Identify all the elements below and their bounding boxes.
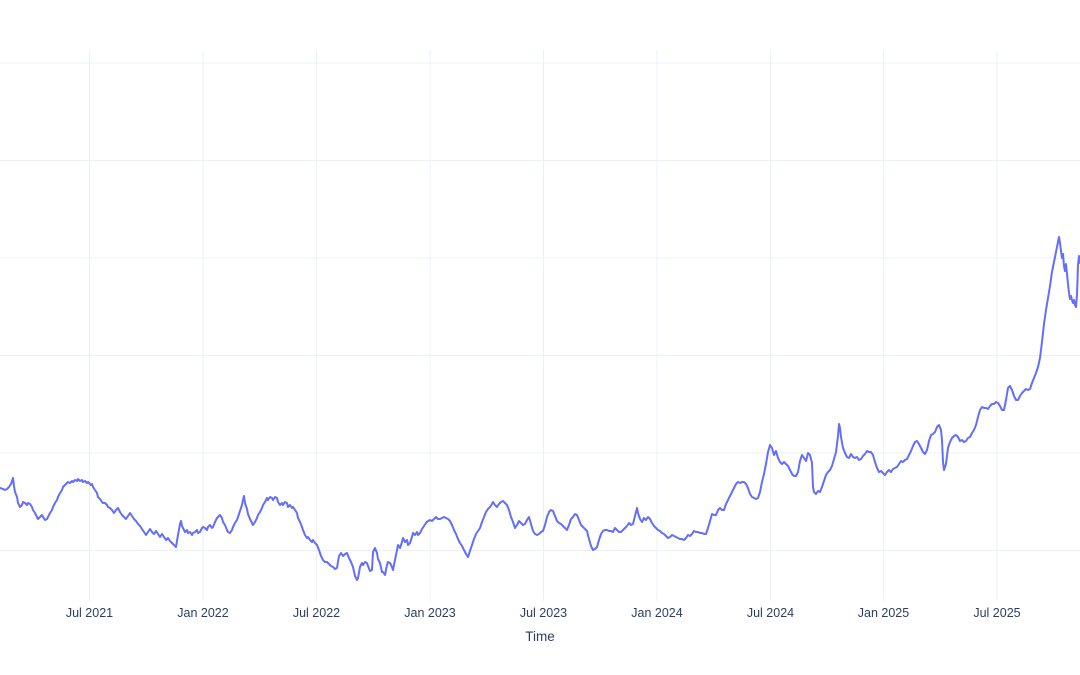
series-group [0, 236, 1080, 581]
x-tick-label: Jan 2022 [177, 606, 229, 620]
x-tick-label: Jul 2025 [973, 606, 1021, 620]
x-tick-label: Jul 2023 [519, 606, 568, 620]
gridlines-vertical-group [89, 50, 998, 601]
x-tick-label: Jul 2022 [292, 606, 341, 620]
x-tick-label: Jan 2024 [631, 606, 683, 620]
line-series[interactable] [0, 236, 1080, 581]
x-tick-label: Jul 2021 [65, 606, 114, 620]
x-tick-label: Jan 2023 [404, 606, 456, 620]
x-tick-label: Jul 2024 [746, 606, 795, 620]
gridlines-horizontal-group [0, 62, 1080, 551]
x-axis-title: Time [525, 629, 555, 644]
x-tick-label: Jan 2025 [857, 606, 910, 620]
